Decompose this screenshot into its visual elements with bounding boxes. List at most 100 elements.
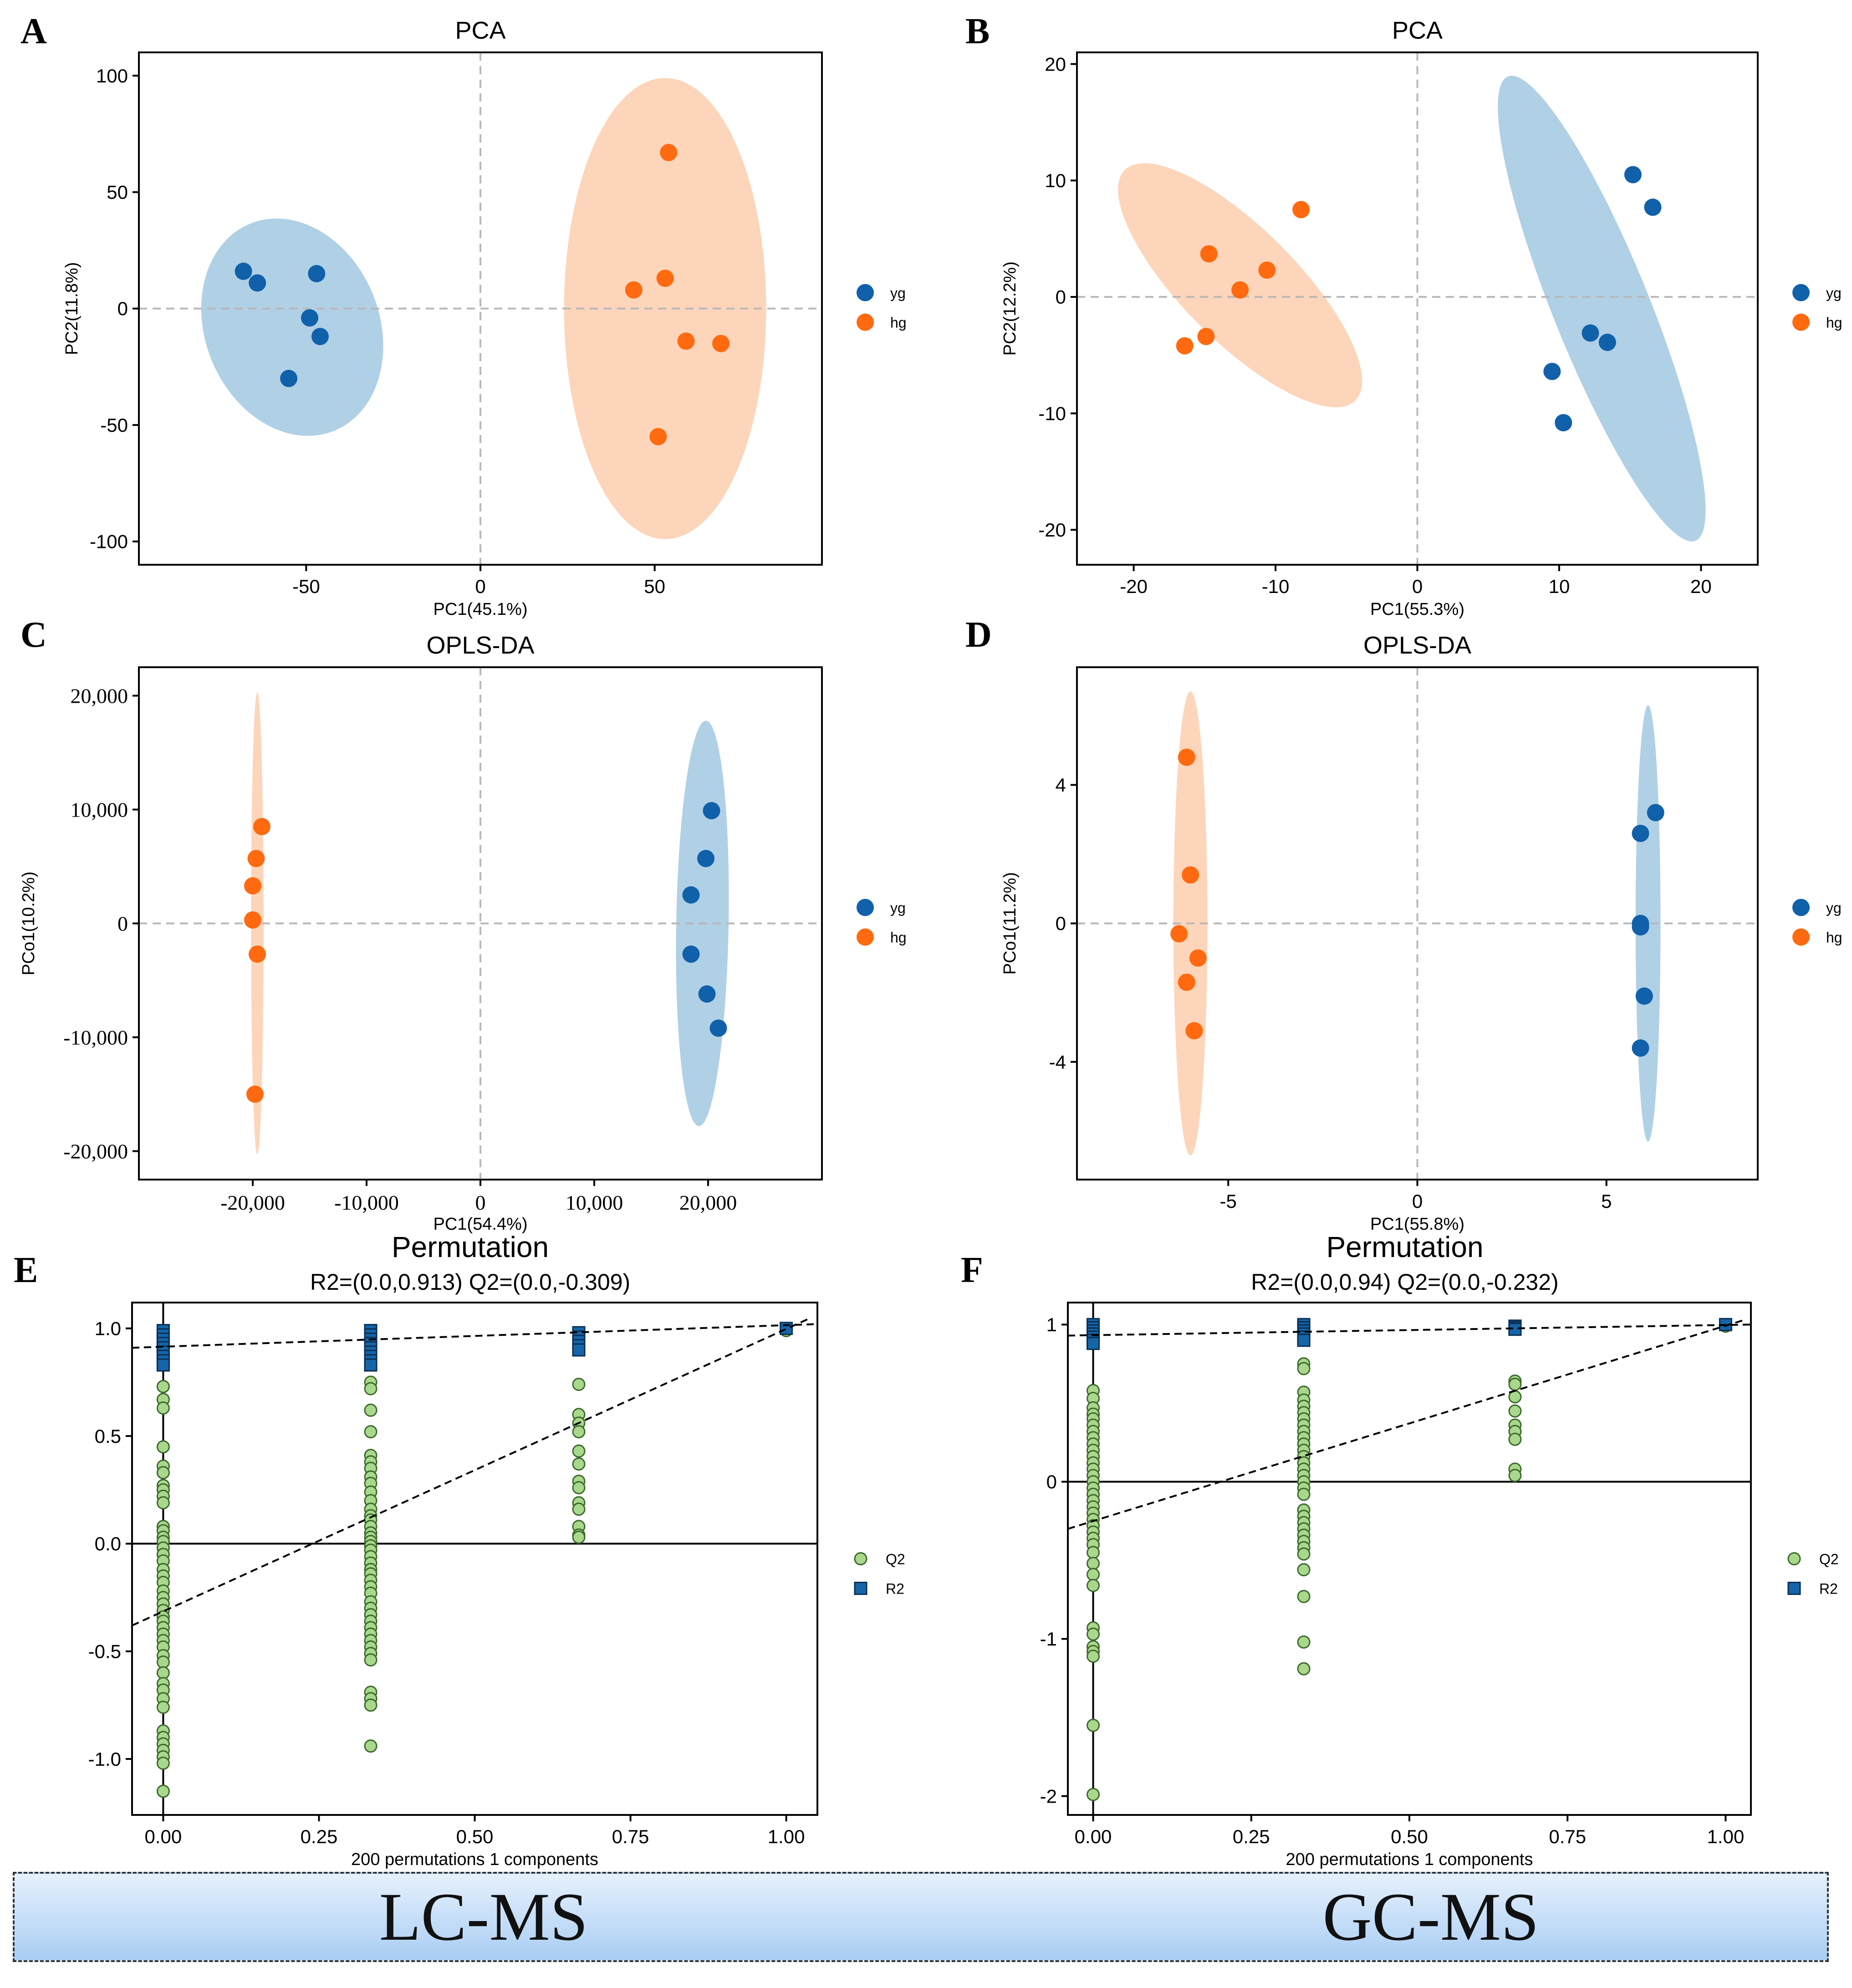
y-axis-label: PC2(11.8%): [62, 262, 82, 355]
panel-letter: A: [20, 11, 47, 51]
q2-point: [572, 1444, 586, 1458]
x-tick-label: -20: [1120, 576, 1148, 597]
data-point-yg: [1543, 363, 1561, 380]
plot-area: [139, 667, 822, 1180]
chart-title: Permutation: [1326, 1231, 1483, 1263]
y-tick-label: -20: [1038, 519, 1066, 541]
data-point-hg: [1197, 327, 1215, 345]
q2-point: [1087, 1649, 1100, 1663]
y-tick-label: 0: [1056, 913, 1066, 934]
q2-point: [156, 1401, 170, 1415]
data-point-yg: [1555, 414, 1572, 432]
x-tick-label: 0.00: [1075, 1826, 1112, 1847]
q2-point: [156, 1655, 170, 1669]
q2-point: [156, 1440, 170, 1454]
chart-panel-f: F 0.00 0.25 0.50 0.75 1.00 -2 -1 0 1 200 permutati…: [961, 1231, 1839, 1869]
chart-panel-c: C -20,000 -10,000 0 10,000 20,000 -20,000 -10,0…: [19, 615, 907, 1234]
panel-letter: F: [961, 1250, 983, 1290]
r2-point: [1297, 1334, 1311, 1347]
r2-regression-line: [132, 1323, 818, 1349]
y-tick-label: -10: [1038, 403, 1066, 424]
x-tick-label: 5: [1601, 1191, 1612, 1212]
data-point-hg: [244, 877, 261, 894]
y-tick-label: 0.5: [95, 1426, 121, 1447]
x-tick-label: 0: [475, 576, 485, 597]
q2-point: [1297, 1487, 1311, 1501]
legend-marker-q2: [854, 1552, 867, 1565]
q2-point: [1297, 1635, 1311, 1649]
q2-point: [364, 1425, 378, 1439]
chart-panel-a: A -50 0 50 -100 -50 0 50 100 PC1(45.1%) PC2(11.8%)…: [20, 11, 907, 619]
legend-marker-hg: [1792, 928, 1810, 946]
x-tick-label: 50: [644, 576, 665, 597]
y-tick-label: 20: [1045, 53, 1066, 75]
legend-marker-yg: [1792, 284, 1810, 302]
chart-subtitle: R2=(0.0,0.913) Q2=(0.0,-0.309): [310, 1269, 630, 1295]
q2-point: [572, 1530, 586, 1544]
y-tick-label: -10,000: [63, 1026, 128, 1049]
y-axis-label: PC2(12.2%): [1000, 261, 1020, 356]
data-point-hg: [625, 281, 643, 299]
data-point-yg: [249, 274, 266, 292]
banner-label-lcms: LC-MS: [379, 1879, 588, 1955]
legend-marker-yg: [857, 284, 874, 302]
data-point-hg: [1185, 1022, 1203, 1040]
data-point-yg: [1624, 166, 1642, 184]
q2-point: [1508, 1432, 1522, 1446]
data-point-hg: [247, 850, 265, 867]
data-point-hg: [1182, 866, 1199, 884]
data-point-yg: [1582, 324, 1599, 342]
x-axis-label: 200 permutations 1 components: [351, 1850, 598, 1869]
y-tick-label: 4: [1056, 774, 1066, 796]
data-point-hg: [649, 428, 667, 445]
x-axis-label: PC1(45.1%): [434, 600, 528, 619]
q2-point: [364, 1698, 378, 1712]
data-point-hg: [656, 270, 674, 287]
panel-letter: E: [14, 1250, 38, 1290]
data-point-yg: [308, 265, 326, 282]
q2-point: [364, 1382, 378, 1395]
chart-title: OPLS-DA: [426, 632, 534, 659]
data-point-yg: [698, 985, 716, 1003]
y-axis-label: PCo1(10.2%): [19, 871, 38, 975]
q2-point: [156, 1496, 170, 1510]
data-point-hg: [1178, 748, 1195, 766]
legend-label-yg: yg: [1826, 900, 1842, 916]
q2-point: [1087, 1627, 1100, 1641]
x-tick-label: 10,000: [566, 1191, 623, 1214]
r2-regression-line: [1067, 1324, 1751, 1337]
x-tick-label: 1.00: [768, 1826, 805, 1847]
q2-point: [156, 1784, 170, 1798]
data-point-yg: [301, 309, 318, 327]
legend-label-q2: Q2: [886, 1551, 905, 1568]
data-point-yg: [311, 327, 329, 345]
x-tick-label: 0.25: [301, 1826, 338, 1847]
q2-point: [1297, 1563, 1311, 1577]
legend-marker-q2: [1787, 1552, 1801, 1565]
x-tick-label: -10,000: [334, 1191, 399, 1214]
data-point-hg: [1292, 201, 1310, 219]
q2-point: [1087, 1557, 1100, 1570]
r2-point: [156, 1358, 170, 1372]
panel-letter: B: [965, 11, 990, 51]
panel-letter: C: [20, 615, 47, 655]
legend-label-r2: R2: [1819, 1581, 1838, 1597]
data-point-hg: [1231, 281, 1249, 299]
q2-point: [1297, 1662, 1311, 1676]
x-axis-label: 200 permutations 1 components: [1286, 1850, 1533, 1869]
data-point-hg: [660, 143, 678, 161]
banner-label-gcms: GC-MS: [1322, 1879, 1539, 1955]
r2-point: [1087, 1337, 1100, 1350]
data-point-yg: [703, 802, 720, 819]
y-tick-label: 10: [1045, 170, 1066, 191]
legend-label-yg: yg: [890, 285, 906, 302]
plot-frame: [1067, 1302, 1752, 1816]
x-tick-label: 20: [1690, 576, 1712, 597]
plot-area: [1068, 1303, 1751, 1815]
y-tick-label: 1: [1046, 1314, 1057, 1335]
y-tick-label: -0.5: [88, 1640, 121, 1662]
confidence-ellipse-yg: [1498, 76, 1706, 542]
plot-frame: [131, 1302, 818, 1816]
data-point-hg: [246, 1085, 264, 1103]
data-point-yg: [1598, 333, 1616, 351]
